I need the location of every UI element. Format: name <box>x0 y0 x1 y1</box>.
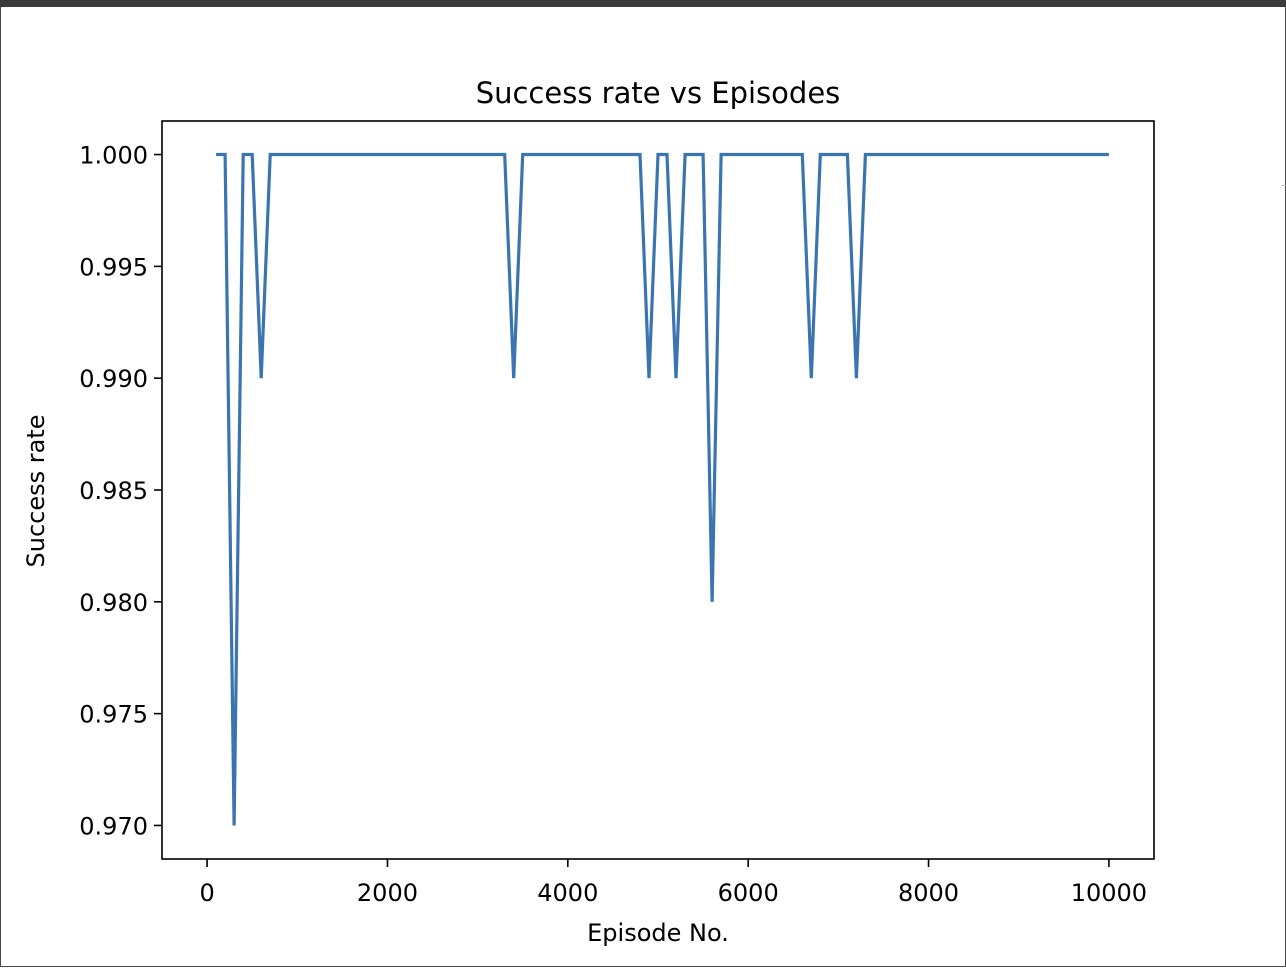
x-tick-label: 2000 <box>357 879 418 907</box>
y-tick-label: 0.970 <box>79 812 148 840</box>
y-tick-label: 0.975 <box>79 701 148 729</box>
series-line <box>216 152 1109 826</box>
y-tick-label: 0.990 <box>79 365 148 393</box>
x-tick-label: 4000 <box>537 879 598 907</box>
x-tick-label: 0 <box>199 879 214 907</box>
figure-window <box>0 7 1286 967</box>
x-tick-label: 10000 <box>1071 879 1147 907</box>
x-axis: 0 2000 4000 6000 8000 10000 <box>199 859 1147 907</box>
y-tick-label: 1.000 <box>79 142 148 170</box>
axes-frame <box>161 120 1155 860</box>
x-tick-label: 8000 <box>898 879 959 907</box>
y-tick-label: 0.995 <box>79 253 148 281</box>
chart-title: Success rate vs Episodes <box>476 76 841 110</box>
window-edge-marker <box>1282 185 1286 186</box>
x-tick-label: 6000 <box>718 879 779 907</box>
y-axis: 0.970 0.975 0.980 0.985 0.990 0.995 1.000 <box>79 142 162 840</box>
y-tick-label: 0.985 <box>79 477 148 505</box>
y-axis-title: Success rate <box>22 415 50 568</box>
plot-area <box>216 152 1109 826</box>
y-tick-label: 0.980 <box>79 589 148 617</box>
window-title-bar <box>0 0 1286 7</box>
x-axis-title: Episode No. <box>587 919 729 947</box>
